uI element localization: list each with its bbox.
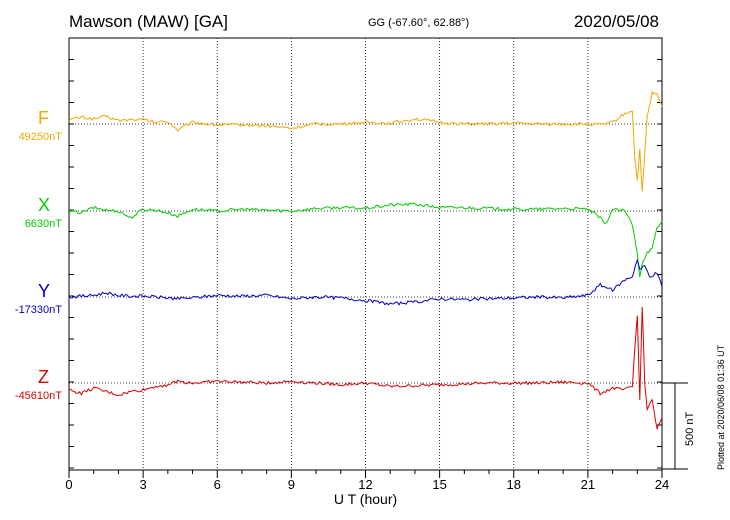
baseline-value-x: 6630nT [24, 218, 62, 230]
x-tick-label: 0 [65, 477, 72, 492]
series-label-f: F [38, 108, 49, 128]
series-label-x: X [38, 195, 51, 215]
x-tick-label: 9 [288, 477, 295, 492]
x-axis-label: U T (hour) [334, 491, 397, 507]
x-tick-label: 24 [655, 477, 669, 492]
x-tick-label: 6 [214, 477, 221, 492]
x-tick-label: 15 [432, 477, 446, 492]
series-line-f [68, 90, 663, 192]
series-label-z: Z [38, 367, 49, 387]
x-tick-label: 3 [140, 477, 147, 492]
baseline-value-f: 49250nT [18, 131, 62, 143]
series-line-x [68, 202, 663, 277]
series-label-y: Y [38, 281, 51, 301]
chart-title: Mawson (MAW) [GA] [69, 12, 228, 31]
plotted-timestamp: Plotted at 2020/06/08 01:36 UT [716, 344, 726, 470]
date-label: 2020/05/08 [573, 12, 659, 31]
series-line-z [68, 306, 663, 431]
baseline-value-y: -17330nT [14, 304, 62, 316]
x-tick-label: 12 [358, 477, 372, 492]
baseline-value-z: -45610nT [14, 390, 62, 402]
x-tick-label: 21 [581, 477, 595, 492]
series-line-y [68, 258, 663, 306]
x-tick-label: 18 [507, 477, 521, 492]
scale-bar-label: 500 nT [684, 411, 696, 446]
coordinates-label: GG (-67.60°, 62.88°) [368, 17, 470, 29]
